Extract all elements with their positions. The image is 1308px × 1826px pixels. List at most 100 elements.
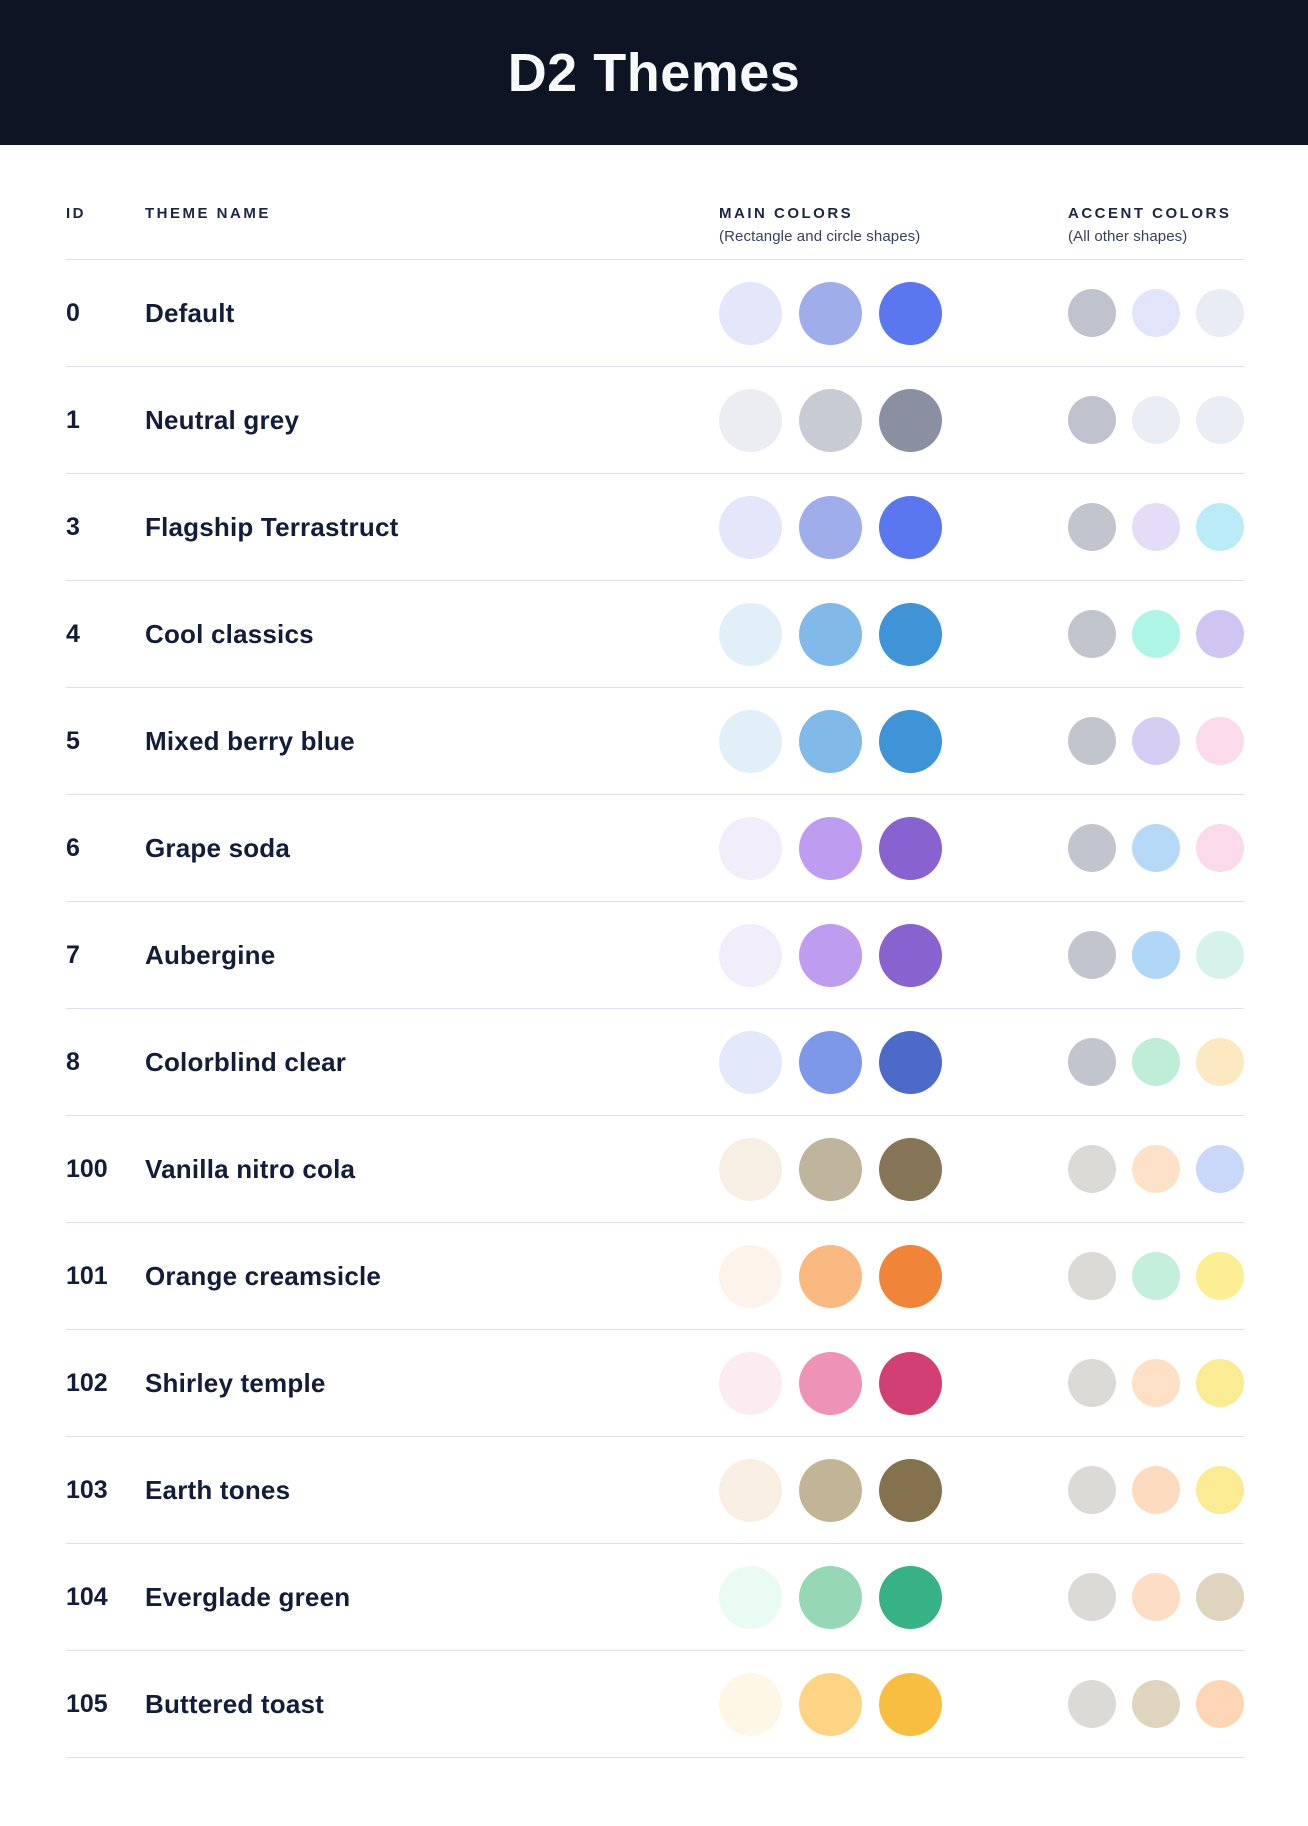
accent-color-swatch <box>1132 824 1180 872</box>
accent-color-swatches <box>1068 1252 1244 1300</box>
accent-color-swatch <box>1132 1252 1180 1300</box>
main-color-swatch <box>799 1137 862 1201</box>
theme-row: 101 Orange creamsicle <box>66 1223 1244 1330</box>
main-color-swatches <box>719 1672 1068 1736</box>
main-color-swatch <box>719 495 782 559</box>
theme-name: Flagship Terrastruct <box>145 511 399 542</box>
theme-row: 1 Neutral grey <box>66 367 1244 474</box>
accent-color-swatches <box>1068 1145 1244 1193</box>
main-color-swatch <box>719 1244 782 1308</box>
main-color-swatch <box>799 1458 862 1522</box>
accent-color-swatches <box>1068 931 1244 979</box>
main-color-swatch <box>719 602 782 666</box>
theme-name: Grape soda <box>145 832 291 863</box>
theme-id: 1 <box>66 405 80 434</box>
theme-name: Earth tones <box>145 1474 291 1505</box>
main-color-swatches <box>719 388 1068 452</box>
accent-color-swatch <box>1068 931 1116 979</box>
accent-color-swatch <box>1132 503 1180 551</box>
main-color-swatch <box>879 1030 942 1094</box>
accent-color-swatches <box>1068 610 1244 658</box>
column-header-accent-colors: ACCENT COLORS (All other shapes) <box>1068 205 1244 245</box>
theme-row: 100 Vanilla nitro cola <box>66 1116 1244 1223</box>
main-color-swatch <box>799 1672 862 1736</box>
theme-name: Everglade green <box>145 1581 351 1612</box>
accent-color-swatches <box>1068 1573 1244 1621</box>
main-color-swatch <box>879 1565 942 1629</box>
main-color-swatch <box>719 709 782 773</box>
theme-id: 105 <box>66 1689 108 1718</box>
id-column-label: ID <box>66 205 86 222</box>
theme-name: Neutral grey <box>145 404 300 435</box>
main-color-swatch <box>879 495 942 559</box>
accent-color-swatch <box>1196 824 1244 872</box>
theme-row: 4 Cool classics <box>66 581 1244 688</box>
accent-color-swatch <box>1132 1038 1180 1086</box>
accent-color-swatch <box>1068 610 1116 658</box>
accent-color-swatch <box>1068 717 1116 765</box>
main-color-swatch <box>719 1030 782 1094</box>
accent-color-swatch <box>1132 610 1180 658</box>
accent-color-swatch <box>1068 824 1116 872</box>
main-color-swatch <box>719 281 782 345</box>
accent-color-swatches <box>1068 396 1244 444</box>
theme-id: 102 <box>66 1368 108 1397</box>
main-color-swatch <box>799 816 862 880</box>
main-colors-column-label: MAIN COLORS <box>719 205 854 222</box>
main-color-swatch <box>719 816 782 880</box>
column-header-main-colors: MAIN COLORS (Rectangle and circle shapes… <box>719 205 1068 245</box>
main-color-swatch <box>879 1458 942 1522</box>
main-color-swatch <box>879 1672 942 1736</box>
main-color-swatch <box>719 1458 782 1522</box>
theme-row: 5 Mixed berry blue <box>66 688 1244 795</box>
page-title: D2 Themes <box>507 42 801 103</box>
main-color-swatch <box>879 281 942 345</box>
main-color-swatch <box>799 709 862 773</box>
column-header-id: ID <box>66 205 145 222</box>
accent-color-swatch <box>1196 610 1244 658</box>
accent-colors-column-caption: (All other shapes) <box>1068 228 1188 245</box>
main-color-swatch <box>879 1351 942 1415</box>
theme-name: Orange creamsicle <box>145 1260 382 1291</box>
theme-id: 100 <box>66 1154 108 1183</box>
theme-row: 8 Colorblind clear <box>66 1009 1244 1116</box>
main-color-swatch <box>799 281 862 345</box>
main-color-swatches <box>719 602 1068 666</box>
accent-color-swatch <box>1196 1038 1244 1086</box>
accent-colors-column-label: ACCENT COLORS <box>1068 205 1232 222</box>
theme-row: 104 Everglade green <box>66 1544 1244 1651</box>
theme-row: 0 Default <box>66 260 1244 367</box>
main-color-swatches <box>719 495 1068 559</box>
accent-color-swatch <box>1196 396 1244 444</box>
theme-name: Buttered toast <box>145 1688 325 1719</box>
theme-id: 104 <box>66 1582 108 1611</box>
accent-color-swatch <box>1132 717 1180 765</box>
main-color-swatch <box>879 816 942 880</box>
theme-id: 7 <box>66 940 80 969</box>
accent-color-swatch <box>1068 1252 1116 1300</box>
main-color-swatches <box>719 1351 1068 1415</box>
theme-name: Vanilla nitro cola <box>145 1153 356 1184</box>
theme-row: 103 Earth tones <box>66 1437 1244 1544</box>
accent-color-swatch <box>1068 503 1116 551</box>
theme-row: 105 Buttered toast <box>66 1651 1244 1758</box>
theme-row: 3 Flagship Terrastruct <box>66 474 1244 581</box>
accent-color-swatches <box>1068 717 1244 765</box>
accent-color-swatch <box>1132 396 1180 444</box>
main-color-swatch <box>799 1565 862 1629</box>
main-colors-column-caption: (Rectangle and circle shapes) <box>719 228 921 245</box>
accent-color-swatch <box>1132 1145 1180 1193</box>
theme-name: Mixed berry blue <box>145 725 355 756</box>
theme-id: 3 <box>66 512 80 541</box>
main-color-swatches <box>719 1137 1068 1201</box>
table-column-headers: ID THEME NAME MAIN COLORS (Rectangle and… <box>66 145 1244 260</box>
accent-color-swatch <box>1196 1680 1244 1728</box>
main-color-swatch <box>719 923 782 987</box>
accent-color-swatch <box>1196 289 1244 337</box>
main-color-swatches <box>719 816 1068 880</box>
accent-color-swatch <box>1196 1573 1244 1621</box>
accent-color-swatches <box>1068 1359 1244 1407</box>
main-color-swatch <box>719 1351 782 1415</box>
theme-name: Aubergine <box>145 939 276 970</box>
theme-name: Colorblind clear <box>145 1046 347 1077</box>
